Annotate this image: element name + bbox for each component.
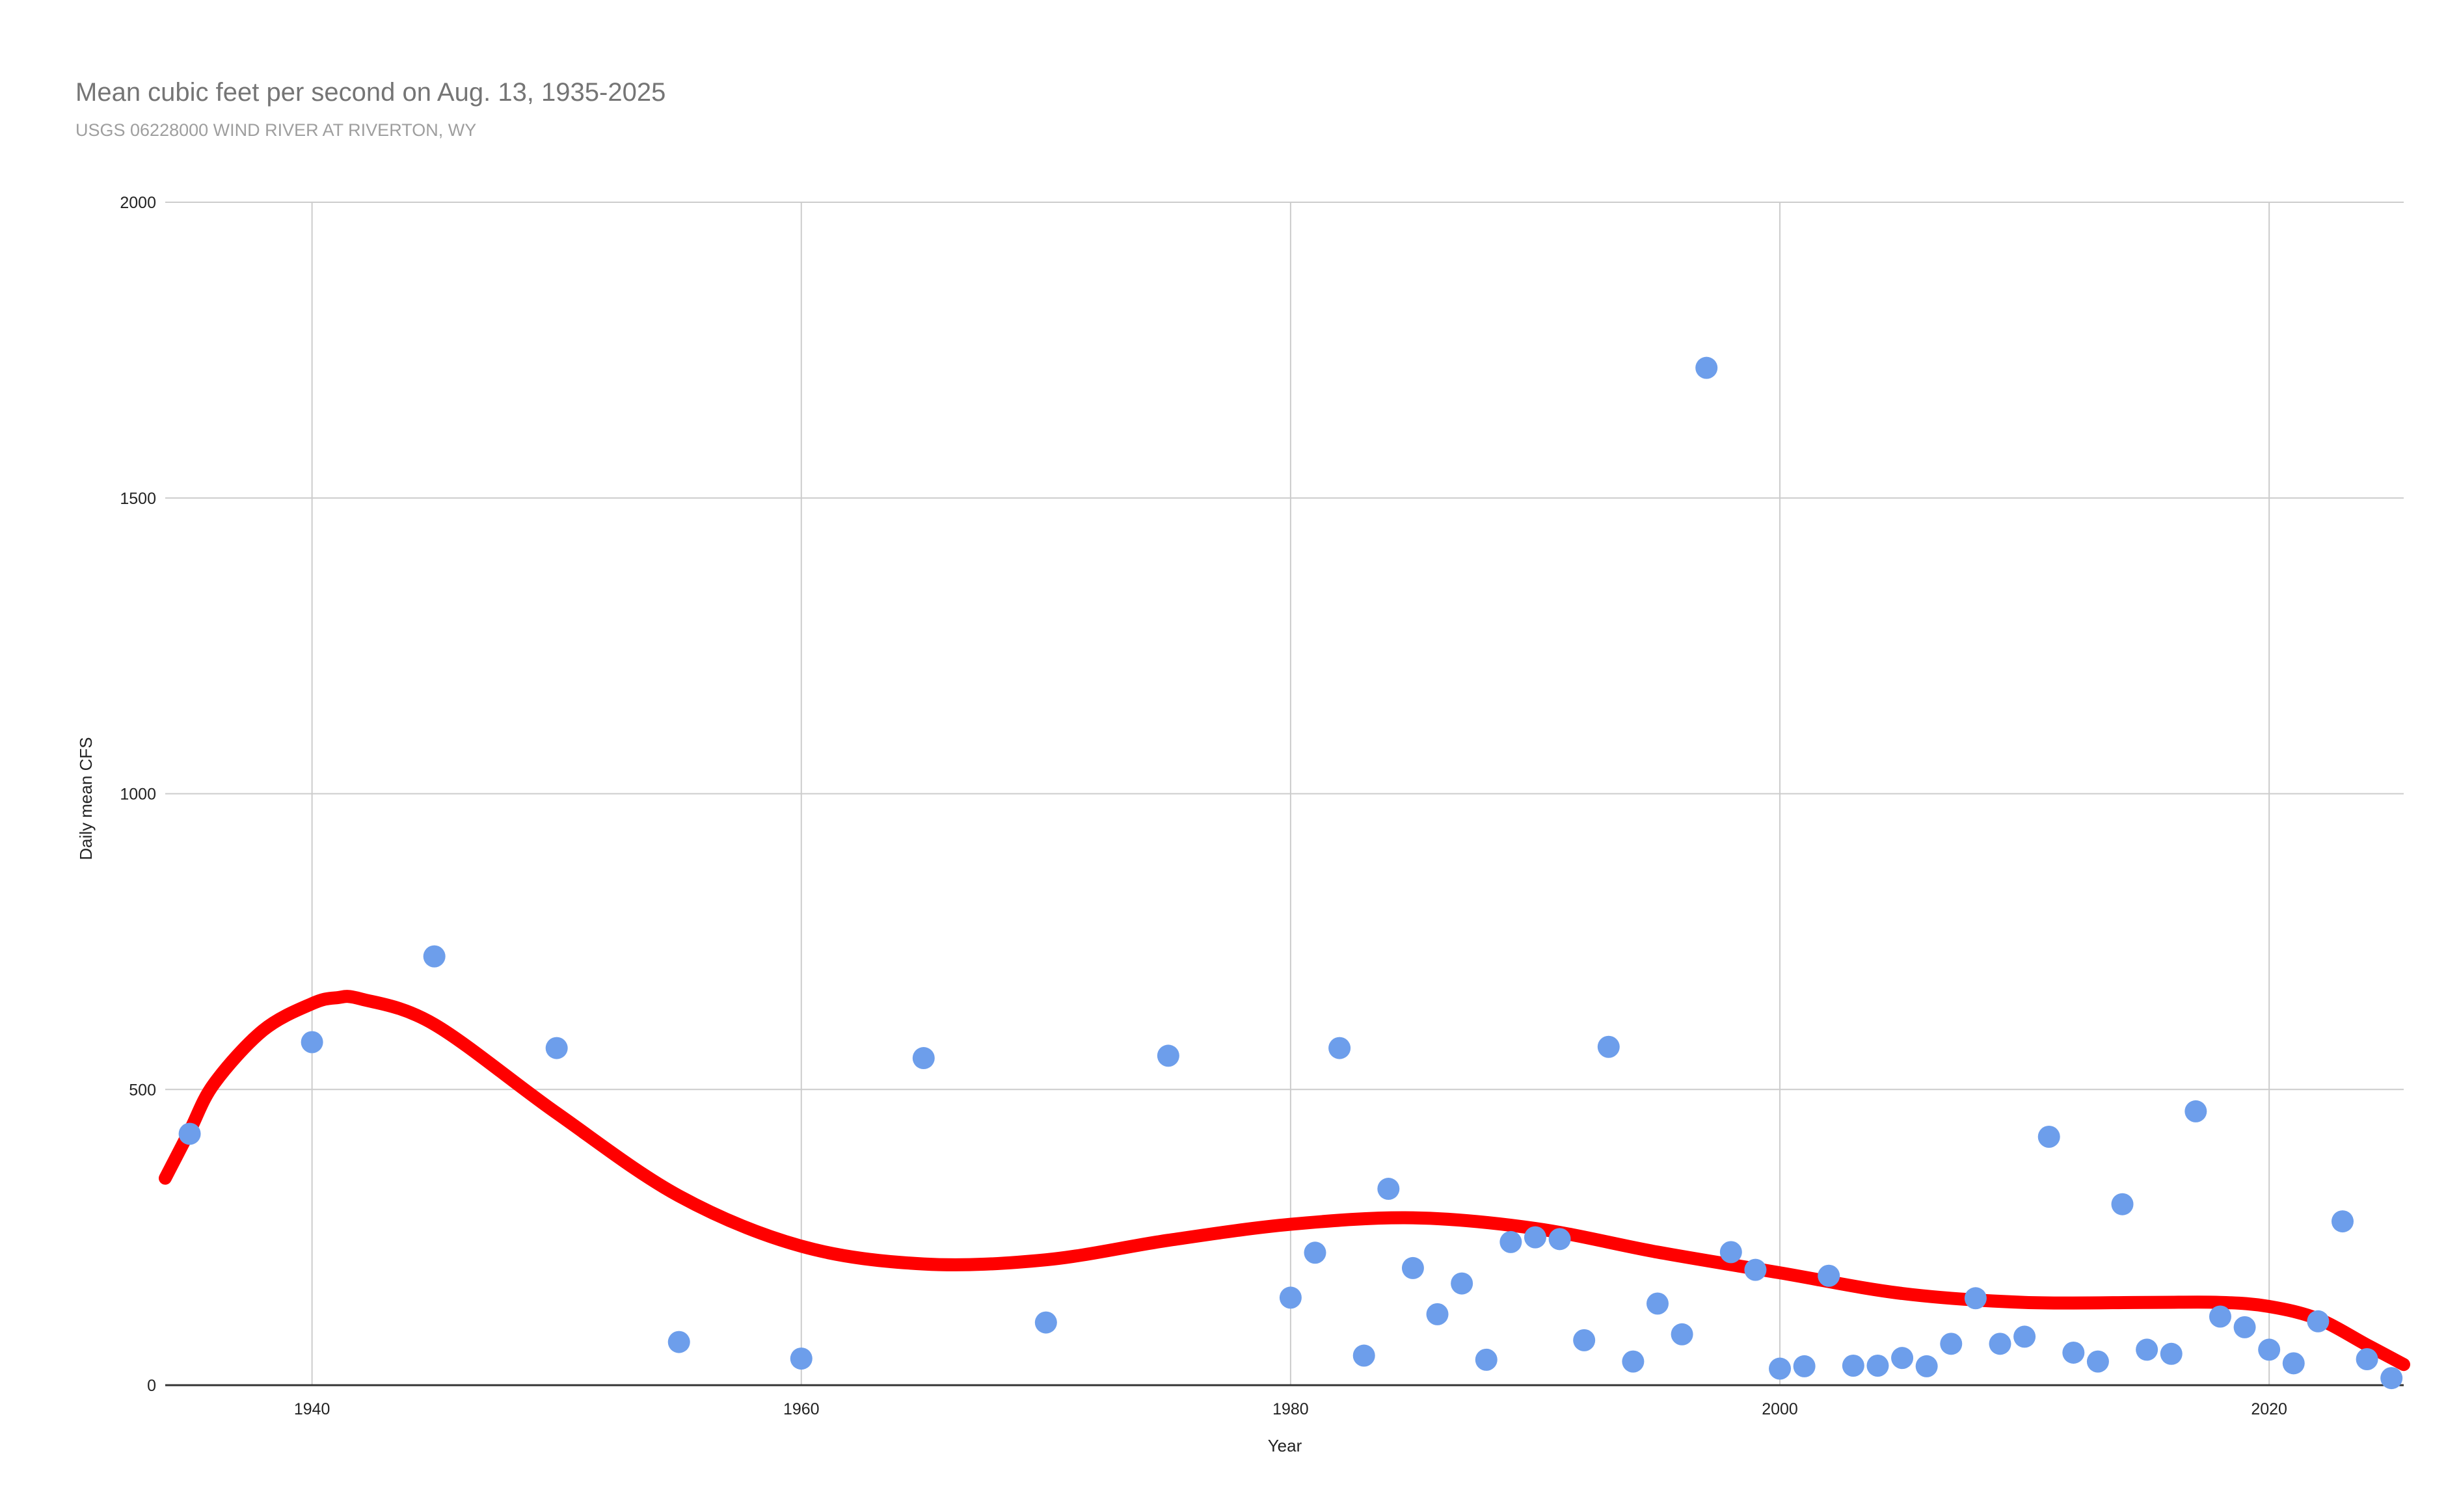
data-point-1980 [1279,1286,1302,1309]
data-point-1960 [790,1347,813,1370]
data-point-1986 [1426,1303,1449,1325]
x-axis-label: Year [1268,1436,1302,1455]
data-point-1998 [1719,1241,1742,1264]
data-point-2000 [1769,1357,1792,1380]
data-point-2004 [1866,1354,1889,1377]
data-point-2023 [2331,1210,2354,1233]
x-tick-1960: 1960 [783,1400,820,1418]
data-point-2016 [2160,1342,2183,1365]
data-point-2015 [2136,1338,2158,1361]
data-point-2013 [2086,1350,2109,1373]
data-point-1965 [912,1047,935,1070]
chart-title: Mean cubic feet per second on Aug. 13, 1… [75,78,665,107]
data-point-1996 [1671,1323,1693,1346]
data-point-2002 [1818,1264,1840,1287]
data-point-2024 [2356,1347,2378,1370]
data-point-2011 [2037,1126,2060,1148]
data-point-1935 [178,1122,201,1145]
data-point-1981 [1304,1241,1326,1264]
data-point-1970 [1034,1311,1057,1334]
data-point-1988 [1475,1348,1498,1371]
data-point-1995 [1646,1292,1669,1315]
data-point-1983 [1352,1344,1375,1367]
data-point-2025 [2380,1367,2403,1390]
y-tick-500: 500 [129,1081,156,1099]
data-point-2012 [2062,1341,2085,1364]
y-tick-2000: 2000 [120,194,156,212]
y-tick-labels: 0 500 1000 1500 2000 [120,194,156,1395]
data-point-2017 [2184,1100,2207,1122]
data-points [178,356,2403,1390]
data-point-1975 [1157,1044,1179,1067]
data-point-1997 [1695,356,1718,379]
data-point-1985 [1401,1256,1424,1279]
data-point-1940 [301,1031,323,1054]
data-point-2014 [2111,1193,2134,1215]
y-tick-1500: 1500 [120,490,156,508]
data-point-1991 [1548,1228,1571,1251]
y-tick-0: 0 [147,1377,156,1395]
data-point-2019 [2233,1316,2256,1338]
data-point-2010 [2013,1325,2036,1348]
trendline [159,990,2410,1372]
y-tick-1000: 1000 [120,786,156,804]
data-point-1999 [1744,1258,1767,1281]
data-point-1982 [1328,1037,1351,1059]
x-tick-1940: 1940 [294,1400,330,1418]
data-point-2006 [1915,1355,1938,1377]
data-point-2022 [2307,1310,2330,1333]
x-tick-labels: 1940 1960 1980 2000 2020 [294,1400,2287,1418]
data-point-1989 [1499,1230,1522,1253]
data-point-1994 [1622,1350,1645,1373]
x-tick-1980: 1980 [1272,1400,1309,1418]
chart-subtitle: USGS 06228000 WIND RIVER AT RIVERTON, WY [75,120,476,140]
data-point-2005 [1891,1347,1914,1370]
data-point-1993 [1597,1035,1620,1058]
y-axis-label: Daily mean CFS [76,737,96,860]
data-point-2001 [1793,1355,1816,1377]
data-point-2003 [1842,1354,1864,1377]
data-point-2008 [1964,1287,1987,1310]
data-point-1955 [667,1331,690,1353]
data-point-1950 [545,1037,568,1059]
data-point-1987 [1451,1272,1473,1295]
data-point-2007 [1940,1333,1963,1355]
x-tick-2000: 2000 [1762,1400,1798,1418]
data-point-1945 [423,945,446,968]
data-point-2018 [2209,1305,2231,1328]
data-point-1992 [1573,1329,1596,1351]
data-point-1990 [1524,1226,1546,1249]
gridlines [165,202,2404,1385]
data-point-2009 [1989,1333,2011,1355]
x-tick-2020: 2020 [2251,1400,2287,1418]
data-point-1984 [1377,1178,1400,1200]
data-point-2020 [2258,1338,2281,1361]
data-point-2021 [2282,1352,2305,1375]
